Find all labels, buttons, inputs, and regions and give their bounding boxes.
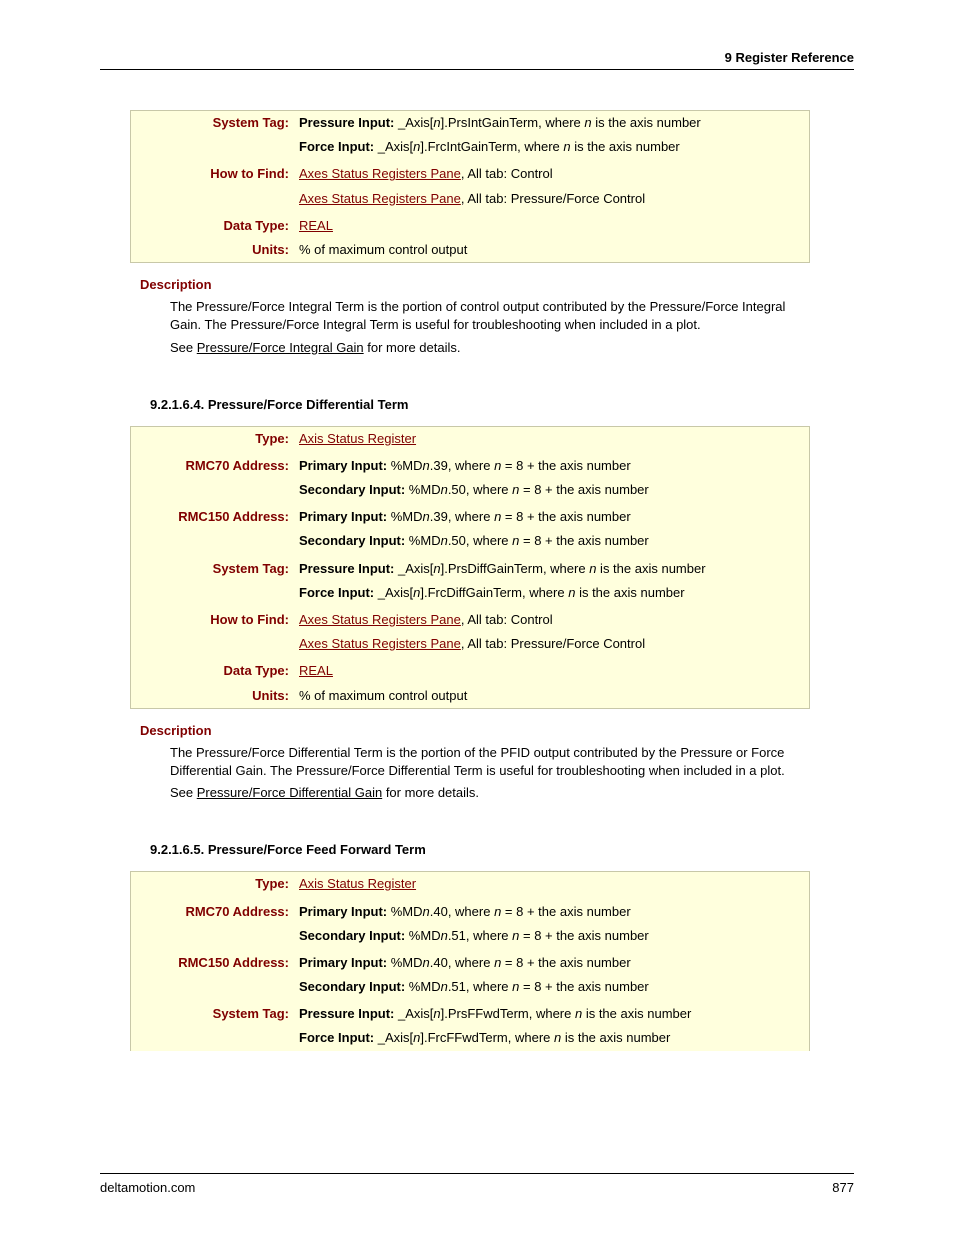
heading-description-1: Description — [140, 277, 854, 292]
value-system-tag-2b: Force Input: _Axis[n].FrcDiffGainTerm, w… — [293, 581, 810, 605]
label-type: Type: — [131, 426, 294, 451]
value-rmc70-2: Secondary Input: %MDn.50, where n = 8 + … — [293, 478, 810, 502]
info-table-integral: System Tag: Pressure Input: _Axis[n].Prs… — [130, 110, 810, 263]
info-table-feedforward: Type: Axis Status Register RMC70 Address… — [130, 871, 810, 1050]
value-rmc70-1: Primary Input: %MDn.39, where n = 8 + th… — [293, 451, 810, 478]
footer-page-number: 877 — [832, 1180, 854, 1195]
link-integral-gain[interactable]: Pressure/Force Integral Gain — [197, 340, 364, 355]
value-rmc70-3a: Primary Input: %MDn.40, where n = 8 + th… — [293, 897, 810, 924]
value-units-2: % of maximum control output — [293, 684, 810, 709]
value-how-to-find-2b: Axes Status Registers Pane, All tab: Pre… — [293, 632, 810, 656]
label-data-type-2: Data Type: — [131, 656, 294, 683]
link-differential-gain[interactable]: Pressure/Force Differential Gain — [197, 785, 382, 800]
link-axes-status-1[interactable]: Axes Status Registers Pane — [299, 166, 461, 181]
value-system-tag-3a: Pressure Input: _Axis[n].PrsFFwdTerm, wh… — [293, 999, 810, 1026]
heading-differential: 9.2.1.6.4. Pressure/Force Differential T… — [150, 397, 854, 412]
label-units: Units: — [131, 238, 294, 263]
value-system-tag-1: Pressure Input: _Axis[n].PrsIntGainTerm,… — [293, 111, 810, 136]
link-axis-status[interactable]: Axis Status Register — [299, 431, 416, 446]
value-how-to-find-2a: Axes Status Registers Pane, All tab: Con… — [293, 605, 810, 632]
link-axes-status-2[interactable]: Axes Status Registers Pane — [299, 191, 461, 206]
page-header: 9 Register Reference — [100, 50, 854, 70]
value-system-tag-3b: Force Input: _Axis[n].FrcFFwdTerm, where… — [293, 1026, 810, 1050]
desc-para-1a: The Pressure/Force Integral Term is the … — [170, 298, 810, 334]
value-system-tag-2a: Pressure Input: _Axis[n].PrsDiffGainTerm… — [293, 554, 810, 581]
label-rmc70-3: RMC70 Address: — [131, 897, 294, 924]
heading-feedforward: 9.2.1.6.5. Pressure/Force Feed Forward T… — [150, 842, 854, 857]
value-rmc150-1: Primary Input: %MDn.39, where n = 8 + th… — [293, 502, 810, 529]
label-system-tag-2: System Tag: — [131, 554, 294, 581]
value-how-to-find-2: Axes Status Registers Pane, All tab: Pre… — [293, 187, 810, 211]
desc-para-2b: See Pressure/Force Differential Gain for… — [170, 784, 810, 802]
chapter-title: 9 Register Reference — [725, 50, 854, 65]
value-how-to-find-1: Axes Status Registers Pane, All tab: Con… — [293, 159, 810, 186]
label-units-2: Units: — [131, 684, 294, 709]
value-system-tag-2: Force Input: _Axis[n].FrcIntGainTerm, wh… — [293, 135, 810, 159]
desc-para-2a: The Pressure/Force Differential Term is … — [170, 744, 810, 780]
link-axes-status-3[interactable]: Axes Status Registers Pane — [299, 612, 461, 627]
value-units: % of maximum control output — [293, 238, 810, 263]
label-system-tag: System Tag: — [131, 111, 294, 136]
label-rmc150: RMC150 Address: — [131, 502, 294, 529]
label-rmc70: RMC70 Address: — [131, 451, 294, 478]
desc-para-1b: See Pressure/Force Integral Gain for mor… — [170, 339, 810, 357]
page-footer: deltamotion.com 877 — [100, 1173, 854, 1195]
value-rmc150-3a: Primary Input: %MDn.40, where n = 8 + th… — [293, 948, 810, 975]
value-rmc150-3b: Secondary Input: %MDn.51, where n = 8 + … — [293, 975, 810, 999]
label-system-tag-3: System Tag: — [131, 999, 294, 1026]
link-real-2[interactable]: REAL — [299, 663, 333, 678]
value-rmc150-2: Secondary Input: %MDn.50, where n = 8 + … — [293, 529, 810, 553]
label-how-to-find: How to Find: — [131, 159, 294, 186]
info-table-differential: Type: Axis Status Register RMC70 Address… — [130, 426, 810, 709]
footer-domain: deltamotion.com — [100, 1180, 195, 1195]
link-axes-status-4[interactable]: Axes Status Registers Pane — [299, 636, 461, 651]
label-type-3: Type: — [131, 872, 294, 897]
heading-description-2: Description — [140, 723, 854, 738]
link-axis-status-2[interactable]: Axis Status Register — [299, 876, 416, 891]
label-rmc150-3: RMC150 Address: — [131, 948, 294, 975]
label-how-to-find-2: How to Find: — [131, 605, 294, 632]
value-rmc70-3b: Secondary Input: %MDn.51, where n = 8 + … — [293, 924, 810, 948]
link-real[interactable]: REAL — [299, 218, 333, 233]
label-data-type: Data Type: — [131, 211, 294, 238]
